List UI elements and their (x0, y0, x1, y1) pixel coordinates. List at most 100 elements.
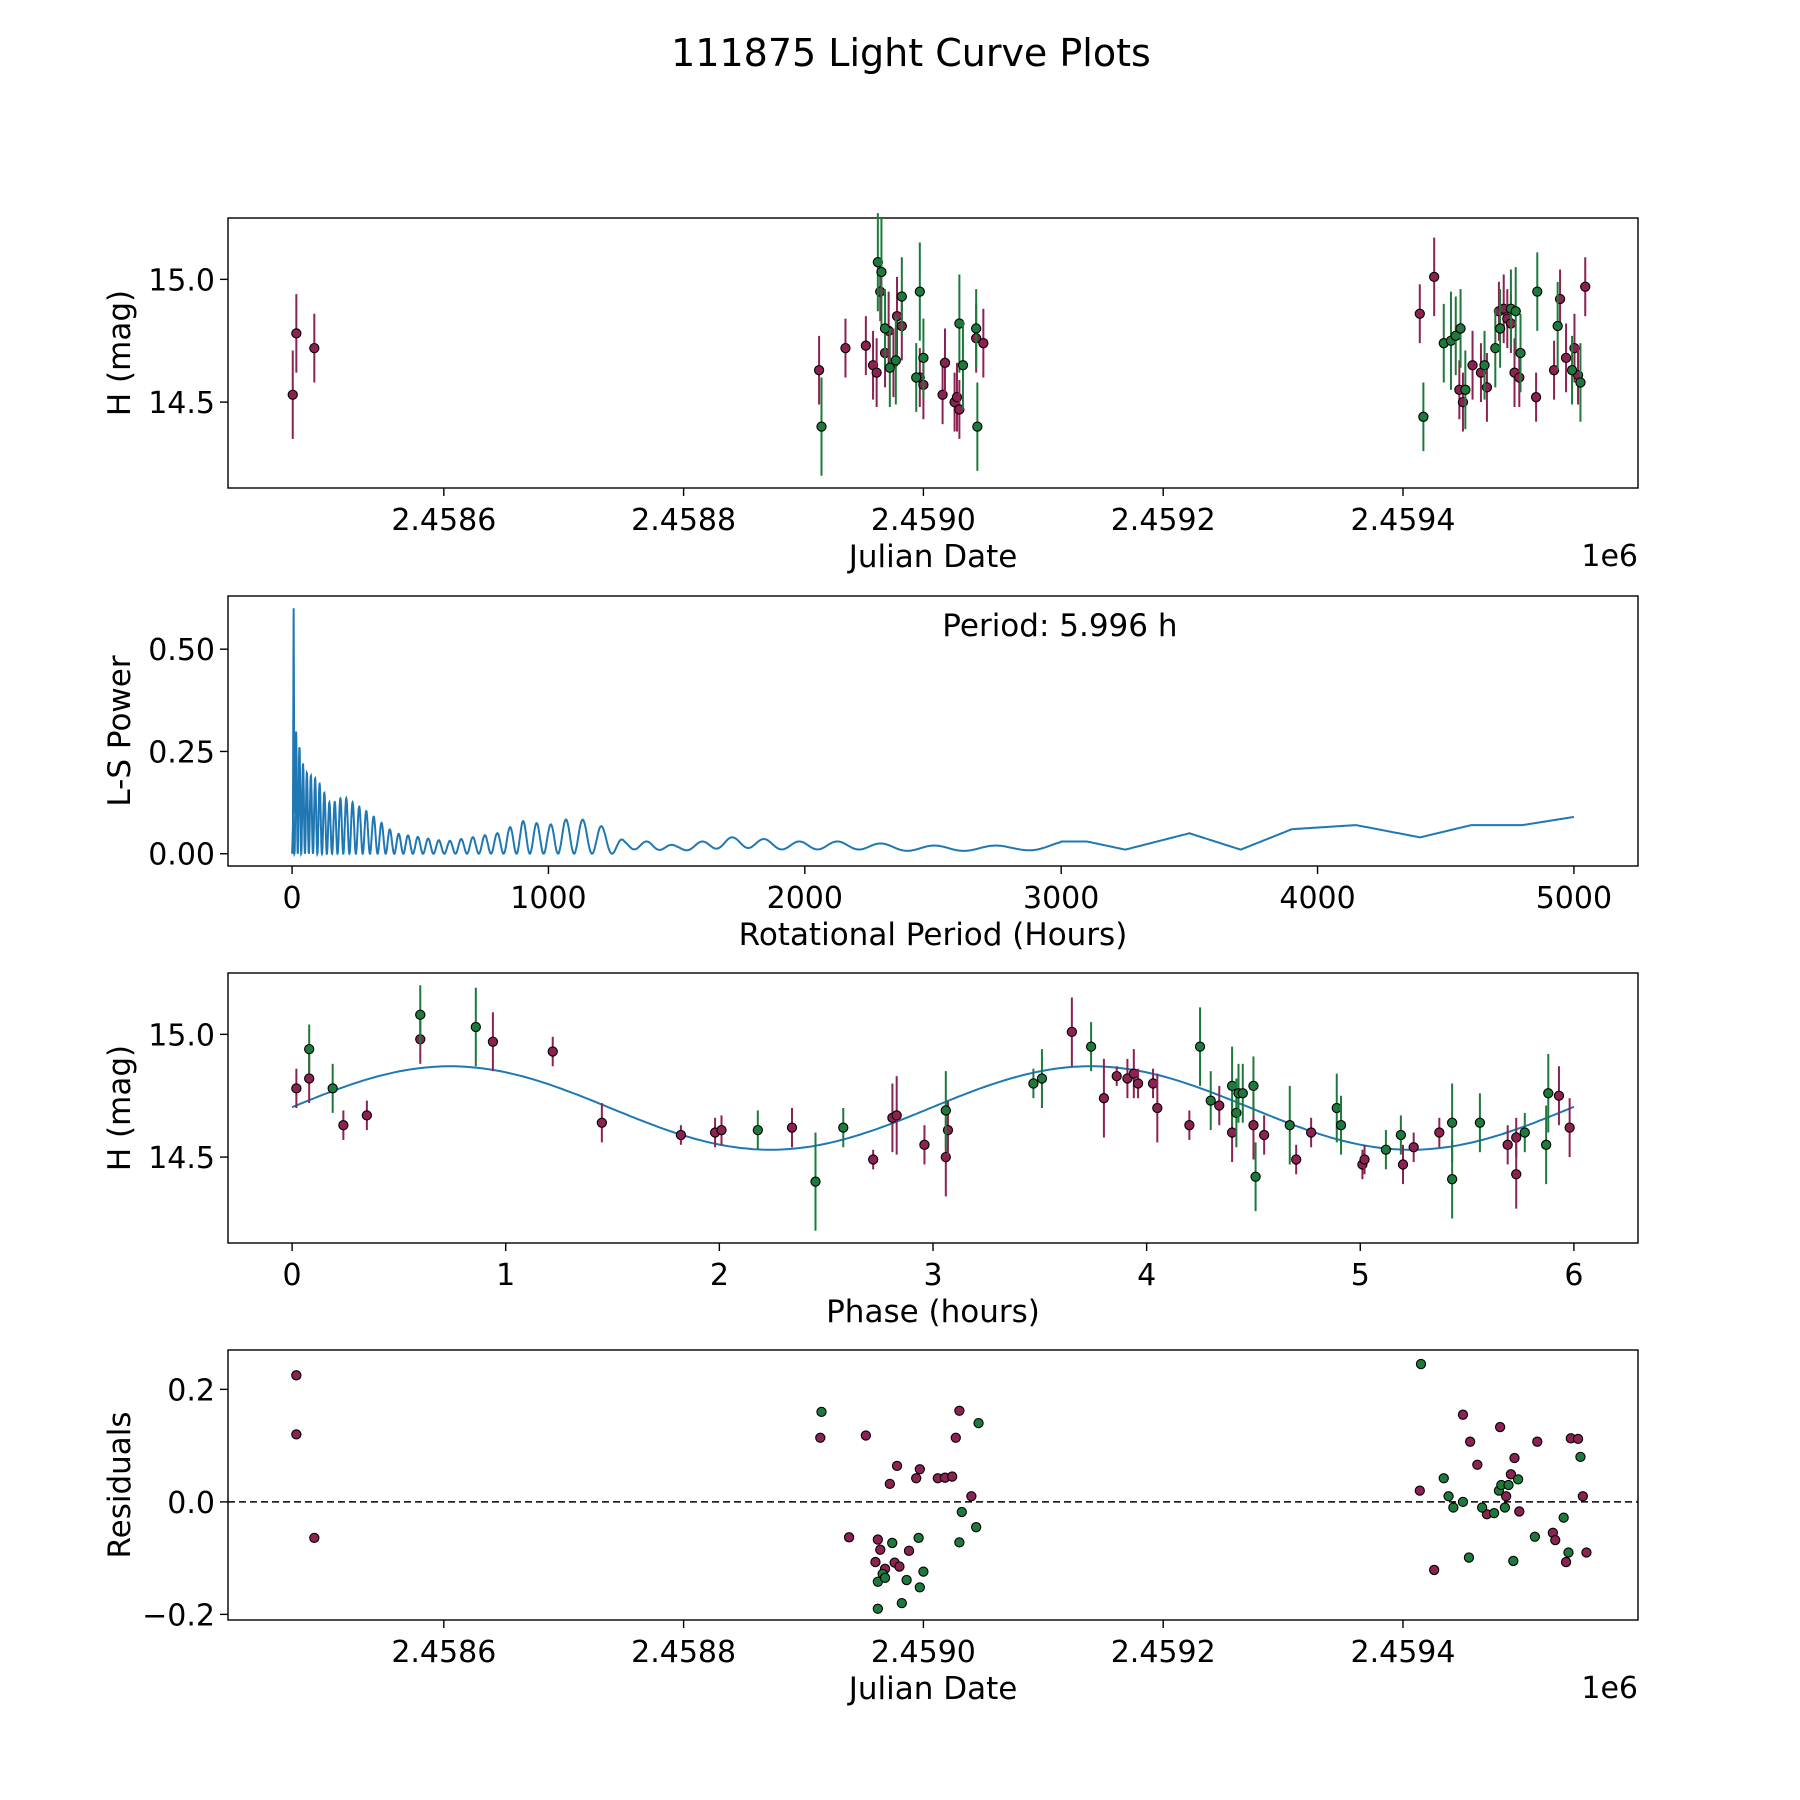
data-point (973, 1417, 984, 1429)
x-tick-label: 5000 (1536, 881, 1612, 916)
data-point (894, 1561, 905, 1572)
data-point (1514, 372, 1525, 383)
data-point (868, 1154, 879, 1165)
series-filter-magenta (291, 997, 1575, 1209)
data-point (903, 1545, 915, 1556)
data-point (896, 1597, 907, 1609)
data-point (309, 1532, 320, 1544)
data-point (1237, 1088, 1248, 1099)
y-tick-label: 0.50 (148, 633, 215, 668)
data-point (1036, 1073, 1048, 1084)
x-tick-label: 2.4594 (1351, 503, 1456, 538)
data-point (1335, 1120, 1347, 1131)
data-point (813, 365, 825, 376)
data-point (1457, 1496, 1469, 1508)
data-point (1248, 1080, 1259, 1092)
data-point (1448, 1502, 1459, 1513)
data-point (884, 362, 895, 373)
x-tick-label: 2.4594 (1351, 1635, 1456, 1670)
data-point (1194, 1041, 1206, 1052)
figure-title: 111875 Light Curve Plots (671, 31, 1151, 75)
data-point (940, 1105, 951, 1116)
data-point (752, 1124, 763, 1136)
series-filter-magenta (291, 1370, 1592, 1576)
periodogram-line (291, 731, 1575, 858)
data-point (1530, 392, 1542, 403)
data-point (914, 286, 925, 297)
data-point (1214, 1100, 1225, 1111)
data-point (1429, 271, 1440, 283)
data-point (1429, 1564, 1440, 1576)
data-point (971, 323, 982, 334)
data-point (875, 1544, 886, 1555)
data-point (1494, 1421, 1506, 1433)
x-tick-label: 5 (1351, 1258, 1370, 1293)
data-point (816, 1406, 827, 1418)
data-point (291, 1370, 302, 1381)
data-point (871, 367, 882, 378)
x-tick-label: 1000 (510, 881, 586, 916)
data-point (1111, 1070, 1122, 1082)
plot-frame (227, 1349, 1639, 1621)
data-point (1490, 342, 1501, 354)
data-point (1560, 1556, 1572, 1568)
y-axis-label: H (mag) (102, 1045, 138, 1171)
y-axis-label: H (mag) (102, 290, 138, 416)
data-point (1532, 1436, 1543, 1447)
data-point (1508, 1555, 1519, 1567)
x-tick-label: 1 (496, 1258, 515, 1293)
data-point (1443, 1491, 1454, 1502)
x-tick-label: 4000 (1279, 881, 1355, 916)
data-point (896, 291, 907, 302)
data-point (1511, 1169, 1522, 1180)
data-point (1305, 1127, 1317, 1138)
data-point (1503, 1479, 1514, 1491)
data-point (1359, 1154, 1370, 1165)
data-point (1581, 1547, 1592, 1558)
x-tick-label: 0 (283, 881, 302, 916)
data-point (304, 1073, 315, 1084)
data-point (1529, 1531, 1541, 1542)
y-tick-label: 0.25 (148, 735, 215, 770)
data-point (1553, 1090, 1565, 1101)
data-point (1128, 1068, 1139, 1079)
x-tick-label: 2 (710, 1258, 729, 1293)
data-point (1205, 1095, 1216, 1106)
data-point (1500, 1491, 1512, 1502)
plot-frame (227, 217, 1639, 489)
data-point (1548, 365, 1560, 376)
data-point (786, 1122, 798, 1133)
data-point (1147, 1078, 1159, 1089)
x-axis-label: Phase (hours) (826, 1294, 1040, 1330)
x-tick-label: 2.4592 (1111, 503, 1216, 538)
data-point (1446, 1117, 1458, 1128)
data-point (901, 1574, 912, 1586)
x-tick-label: 6 (1564, 1258, 1583, 1293)
data-point (918, 1566, 929, 1577)
x-tick-label: 2.4586 (391, 1635, 496, 1670)
data-point (1226, 1080, 1238, 1092)
data-point (1184, 1120, 1195, 1131)
data-point (860, 1430, 872, 1441)
data-point (1514, 1506, 1525, 1517)
y-tick-label: 0.2 (167, 1373, 215, 1408)
x-tick-label: 3000 (1023, 881, 1099, 916)
data-point (1564, 1122, 1575, 1133)
data-point (939, 357, 951, 368)
data-point (891, 1110, 902, 1121)
data-point (291, 1429, 302, 1440)
data-point (1408, 1142, 1419, 1153)
data-point (1028, 1078, 1039, 1089)
data-point (547, 1046, 558, 1057)
data-point (1291, 1154, 1302, 1165)
data-point (1519, 1127, 1530, 1138)
data-point (1472, 1459, 1483, 1470)
x-tick-label: 2.4588 (631, 503, 736, 538)
data-point (918, 352, 929, 364)
data-point (1512, 1474, 1524, 1485)
data-point (1463, 1552, 1475, 1563)
data-point (1467, 360, 1478, 371)
panel-phased-curve: 0 1 2 3 4 5 6 14.5 15.0 Phase (hours) H (mag) (102, 972, 1639, 1330)
data-point (876, 266, 887, 278)
